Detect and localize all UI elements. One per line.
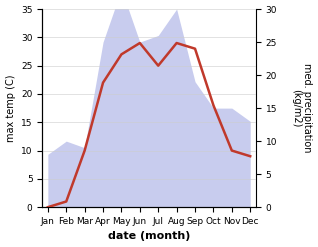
X-axis label: date (month): date (month) (108, 231, 190, 242)
Y-axis label: med. precipitation
(kg/m2): med. precipitation (kg/m2) (291, 63, 313, 153)
Y-axis label: max temp (C): max temp (C) (5, 74, 16, 142)
